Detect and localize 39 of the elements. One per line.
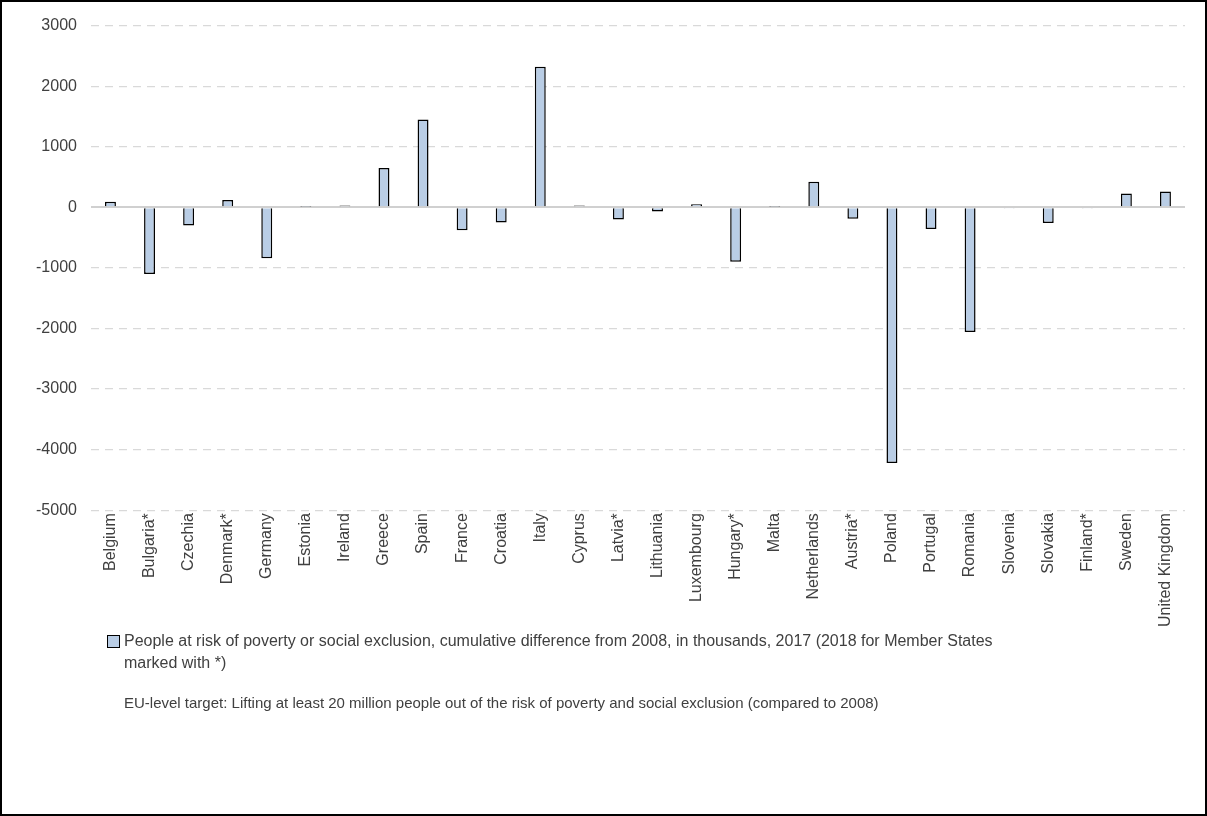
x-tick-label: France (452, 513, 470, 563)
y-tick-label: -4000 (36, 439, 78, 457)
y-tick-label: -1000 (36, 258, 78, 276)
y-tick-label: -3000 (36, 379, 78, 397)
y-tick-label: 2000 (41, 76, 78, 94)
x-tick-label: Hungary* (726, 513, 744, 580)
x-tick-label: Sweden (1116, 513, 1134, 571)
y-tick-label: 0 (68, 197, 78, 215)
x-tick-label: Cyprus (569, 513, 587, 564)
x-tick-label: Belgium (100, 513, 118, 571)
x-tick-label: Denmark* (218, 513, 236, 585)
y-tick-label: 1000 (41, 137, 78, 155)
x-tick-label: Croatia (491, 513, 509, 565)
x-tick-label: United Kingdom (1155, 513, 1173, 627)
legend-label: People at risk of poverty or social exclusion, cumulative difference from 2008, in thousands, 2017 (2018 for Member States marked with *) (124, 631, 994, 673)
x-tick-label: Spain (413, 513, 431, 555)
x-tick-label: Estonia (296, 513, 314, 567)
x-tick-label: Austria* (843, 513, 861, 570)
x-tick-label: Finland* (1077, 513, 1095, 572)
y-tick-label: -5000 (36, 500, 78, 518)
x-tick-label: Germany (257, 513, 275, 579)
x-tick-label: Malta (765, 513, 783, 553)
x-tick-label: Latvia* (608, 513, 626, 563)
x-tick-label: Netherlands (804, 513, 822, 600)
x-tick-label: Slovenia (999, 513, 1017, 575)
y-tick-label: -2000 (36, 318, 78, 336)
x-tick-label: Slovakia (1038, 513, 1056, 574)
x-tick-label: Luxembourg (686, 513, 704, 603)
x-tick-label: Ireland (335, 513, 353, 563)
x-tick-label: Bulgaria* (139, 513, 157, 579)
x-tick-label: Greece (374, 513, 392, 566)
y-tick-label: 3000 (41, 16, 78, 34)
x-tick-label: Czechia (179, 513, 197, 571)
x-tick-label: Poland (882, 513, 900, 563)
x-tick-label: Romania (960, 513, 978, 578)
text: EU-level target: Lifting at least 20 million people out of the risk of poverty and social exclusion (compared to 2008) (124, 693, 880, 713)
x-tick-label: Portugal (921, 513, 939, 573)
x-tick-label: Lithuania (647, 513, 665, 579)
x-tick-label: Italy (530, 513, 548, 543)
